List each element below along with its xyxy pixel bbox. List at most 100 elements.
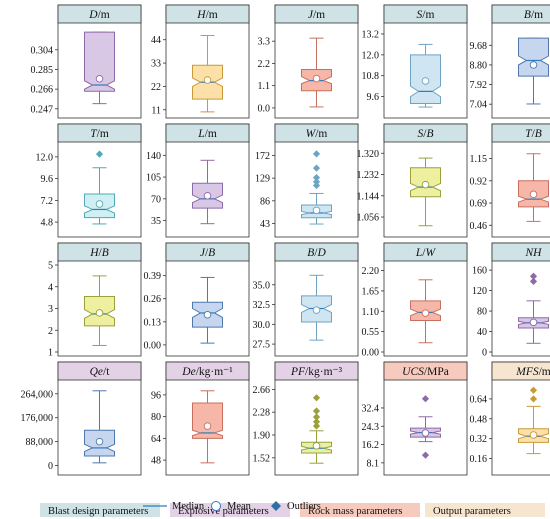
panel-header [274,242,359,262]
y-tick-label: 8.80 [470,60,488,71]
mean-marker [95,75,104,83]
y-tick-label: 1.90 [253,431,271,442]
y-tick-label: 16.2 [362,440,380,451]
y-tick-label: 33 [151,59,161,70]
chart-panel: T/B 0.46 0.69 0.92 1.15 [470,123,550,238]
y-tick-label: 12.0 [36,152,54,163]
legend-swatch-blast [40,503,160,517]
outlier-marker [312,413,321,421]
panel-header [165,361,250,381]
panel-title: S/m [417,9,435,21]
y-tick-label: 1.10 [362,307,380,318]
notched-box [84,31,115,92]
y-tick-label: 0.00 [144,340,162,351]
chart-panel: J/m 0.0 1.1 2.2 3.3 [258,4,359,119]
panel-header [274,4,359,24]
y-tick-label: 32.5 [253,300,271,311]
panel-header [57,242,142,262]
chart-panel: PF/kg·m⁻³ 1.52 1.90 2.28 2.66 [253,361,359,476]
panel-title: L/m [197,128,217,140]
y-tick-label: 27.5 [253,340,271,351]
panel-title: Qe/t [90,366,111,378]
panel-header [274,361,359,381]
y-tick-label: 2.28 [253,408,271,419]
legend-swatch-output [425,503,545,517]
mean-marker [312,206,321,215]
y-tick-label: 1.1 [258,81,271,92]
panel-title: H/B [89,247,109,259]
y-tick-label: 1 [48,348,53,359]
mean-marker [421,77,430,85]
y-tick-label: 0.0 [258,103,271,114]
y-tick-label: 1.232 [357,170,380,181]
y-tick-label: 7.2 [41,196,54,207]
y-tick-label: 7.92 [470,80,488,91]
chart-panel: B/m 7.04 7.92 8.80 9.68 [470,4,550,119]
outlier-marker [312,178,321,186]
y-tick-label: 5 [48,261,53,272]
panel-header [57,123,142,143]
y-tick-label: 140 [146,151,161,162]
outlier-diamond-icon [271,501,281,511]
y-tick-label: 1.056 [357,213,380,224]
y-tick-label: 1.65 [362,286,380,297]
panel-header [165,4,250,24]
y-tick-label: 4.8 [41,218,54,229]
chart-panel: UCS/MPa 8.1 16.2 24.3 32.4 [362,361,468,476]
y-tick-label: 11 [151,105,161,116]
panel-title: De/kg·m⁻¹ [181,366,233,378]
y-tick-label: 1.52 [253,453,271,464]
notched-box [518,37,549,77]
y-tick-label: 0.247 [31,104,54,115]
y-tick-label: 43 [260,219,270,230]
y-tick-label: 48 [151,456,161,467]
y-tick-label: 8.1 [367,458,380,469]
panel-header [383,4,468,24]
outlier-marker [95,150,104,158]
category-legend: Blast design parameters Explosive paramet… [40,503,545,517]
y-tick-label: 30.0 [253,320,271,331]
chart-panel: L/W 0.00 0.55 1.10 1.65 2.20 [362,242,468,359]
y-tick-label: 0 [482,348,487,359]
mean-marker [95,200,104,208]
mean-marker [203,76,212,84]
mean-marker [95,309,104,317]
chart-panel: J/B 0.00 0.13 0.26 0.39 [144,242,250,357]
y-tick-label: 96 [151,390,161,401]
median-line-icon [143,505,167,507]
panel-header [491,4,550,24]
y-tick-label: 9.6 [367,92,380,103]
y-tick-label: 129 [255,174,270,185]
mean-marker [529,431,538,439]
outlier-marker [312,418,321,426]
panel-title: T/B [525,128,542,140]
outlier-marker [312,394,321,402]
outlier-marker [312,407,321,415]
mean-marker [312,74,321,83]
outlier-marker [421,395,430,403]
y-tick-label: 80 [477,307,487,318]
y-tick-label: 88,000 [26,437,54,448]
y-tick-label: 86 [260,196,270,207]
y-tick-label: 44 [151,35,161,46]
outlier-marker [312,164,321,172]
panel-header [165,242,250,262]
chart-panel: D/m 0.247 0.266 0.285 0.304 [31,4,142,119]
mean-marker [529,318,538,327]
outlier-marker [312,150,321,158]
legend-swatch-label-output: Output parameters [433,506,511,517]
y-tick-label: 2.2 [258,59,271,70]
panel-title: L/W [415,247,437,259]
outlier-marker [529,386,538,394]
y-tick-label: 35.0 [253,280,271,291]
outlier-marker [312,422,321,430]
panel-header [57,361,142,381]
y-tick-label: 4 [48,282,53,293]
y-tick-label: 0 [48,461,53,472]
mean-marker [529,190,538,199]
y-tick-label: 264,000 [21,389,54,400]
y-tick-label: 40 [477,327,487,338]
mean-marker [421,309,430,317]
chart-panel: L/m 35 70 105 140 [146,123,250,238]
panel-header [491,123,550,143]
